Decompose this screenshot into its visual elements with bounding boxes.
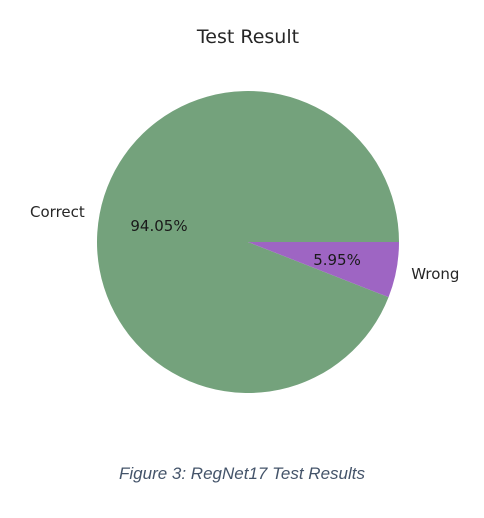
pie-slices	[96, 91, 399, 394]
pie-pct-label-correct: 94.05%	[130, 217, 187, 235]
figure-caption: Figure 3: RegNet17 Test Results	[119, 464, 365, 483]
pie-chart: Test Result 94.05% Correct 5.95% Wrong	[30, 26, 459, 394]
pie-slice-wrong	[248, 242, 399, 298]
pie-category-label-wrong: Wrong	[411, 265, 459, 283]
pie-slice-correct	[96, 91, 399, 394]
pie-labels: 94.05% Correct 5.95% Wrong	[30, 203, 459, 283]
pie-pct-label-wrong: 5.95%	[313, 251, 361, 269]
chart-title: Test Result	[196, 26, 299, 48]
pie-category-label-correct: Correct	[30, 203, 85, 221]
